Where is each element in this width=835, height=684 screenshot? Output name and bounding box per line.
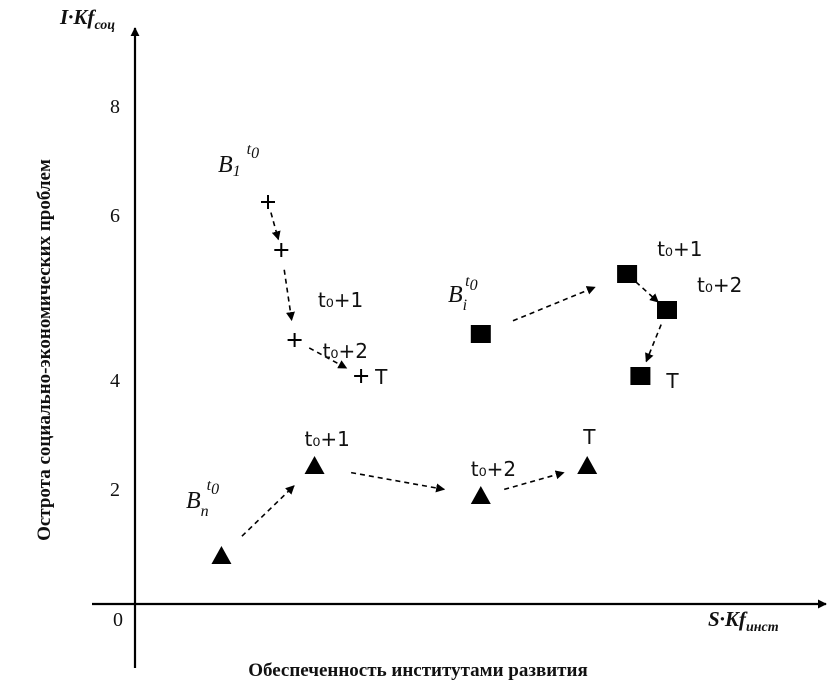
data-point-triangle	[211, 546, 232, 564]
x-axis-title: Обеспеченность институтами развития	[248, 660, 588, 681]
point-label: t₀+1	[305, 427, 350, 451]
y-axis-title: Острота социально-экономических проблем	[34, 159, 55, 541]
data-point-triangle	[577, 456, 598, 474]
trajectory-arrow	[308, 347, 348, 369]
point-label: t₀+1	[657, 237, 702, 261]
data-point-square	[617, 265, 638, 283]
trajectory-arrow	[635, 281, 659, 303]
data-point-triangle	[470, 486, 491, 504]
arrow-label: t₀+1	[318, 288, 363, 312]
series-label-bi: Bit0	[448, 273, 478, 314]
point-label: t₀+2	[471, 457, 516, 481]
trajectory-arrow	[645, 324, 662, 363]
point-label: t₀+2	[697, 273, 742, 297]
trajectory-arrow	[283, 269, 295, 322]
axes	[92, 27, 827, 668]
trajectory-arrow	[512, 286, 596, 322]
point-label: T	[665, 369, 679, 393]
data-point-square	[630, 367, 651, 385]
data-point-plus	[261, 195, 275, 209]
data-markers	[211, 195, 677, 564]
trajectory-arrow	[241, 485, 295, 537]
origin-label: 0	[113, 609, 123, 631]
trajectory-arrows	[241, 212, 662, 537]
trajectory-arrow	[503, 470, 565, 491]
point-label: T	[582, 425, 596, 449]
y-tick-label: 2	[110, 479, 120, 501]
y-axis-symbol: I·Kfсоц	[59, 5, 115, 33]
data-point-square	[470, 325, 491, 343]
data-point-plus	[287, 333, 302, 347]
data-point-square	[657, 301, 677, 319]
y-tick-label: 6	[110, 205, 120, 227]
y-tick-label: 8	[110, 96, 120, 118]
series-label-bn: Bnt0	[186, 477, 219, 520]
point-label: T	[374, 365, 388, 389]
trajectory-arrow	[350, 471, 446, 493]
data-point-plus	[354, 369, 369, 383]
data-point-plus	[274, 243, 289, 257]
x-axis-symbol: S·Kfинст	[708, 607, 779, 635]
y-tick-labels: 2 4 6 8	[110, 96, 120, 501]
series-label-b1: B1t0	[218, 141, 259, 180]
data-point-triangle	[304, 456, 325, 474]
y-tick-label: 4	[110, 370, 120, 392]
trajectory-arrow	[270, 212, 281, 241]
point-label: t₀+2	[323, 339, 368, 363]
